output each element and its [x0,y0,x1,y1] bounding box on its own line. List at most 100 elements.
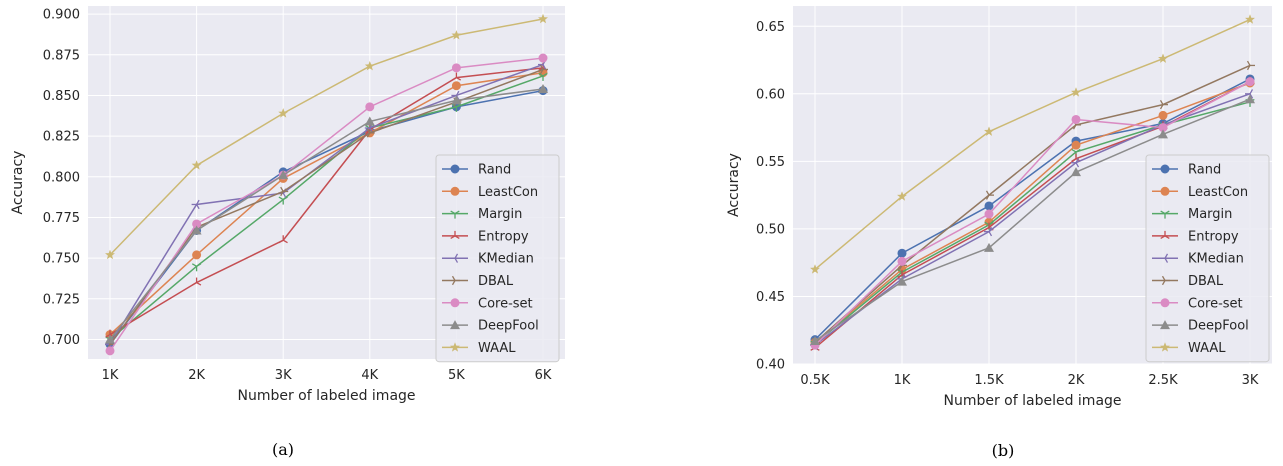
data-point-kmedian [984,226,993,237]
data-point-core-set [365,102,375,112]
legend-marker-arm [1160,210,1166,215]
legend-marker-arm [451,275,456,281]
data-point-entropy-arm [984,226,990,231]
data-point-margin-arm [897,269,903,273]
x-tick-label-6k: 6K [535,368,552,383]
legend-entry-waal: WAAL [1152,341,1226,356]
data-point-margin [278,196,288,205]
legend-label: Core-set [478,296,533,311]
data-point-deepfool-shape [1245,94,1255,104]
data-point-kmedian-arm [542,64,547,70]
data-point-dbal-arm [1159,104,1164,110]
series-line-core-set [814,80,1251,346]
data-point-kmedian-arm [455,90,460,96]
data-point-kmedian [1245,89,1254,99]
legend-label: Core-set [1188,296,1243,311]
data-point-deepfool [191,225,202,235]
legend-marker-shape [450,164,460,174]
series-line-core-set [109,57,544,352]
legend-marker-arm [451,280,456,286]
data-point-margin-arm [278,196,284,201]
y-tick-label: 0.775 [43,211,80,226]
legend-marker-shape [450,186,460,196]
data-point-waal-shape [451,30,462,40]
legend-label: DeepFool [478,319,539,334]
legend-marker-arm [1164,257,1169,263]
data-point-deepfool-shape [451,95,462,105]
data-point-rand [897,248,907,258]
data-point-kmedian-arm [1075,158,1080,164]
x-axis-label: Number of labeled image [237,388,415,404]
legend-label: WAAL [1188,341,1226,356]
data-point-deepfool [1071,167,1081,177]
x-tick-label-1k: 1K [894,373,911,388]
data-point-dbal-arm [985,190,990,196]
legend-marker-arm [450,210,456,215]
legend-marker-arm [454,235,460,239]
data-point-leastcon-shape [451,81,461,91]
y-tick-label: 0.55 [756,155,785,170]
series-deepfool [105,83,548,344]
data-point-kmedian-arm [988,231,993,237]
data-point-rand [984,201,994,211]
data-point-waal [364,60,375,71]
chart-panel-b: 0.5K 1K 1.5K 2K 2.5K 3K 0.40 0.45 0.50 0.55 0.60 0.… [726,6,1272,460]
series-line-rand [814,78,1251,341]
data-point-dbal [985,190,994,200]
data-point-leastcon-shape [1071,140,1081,150]
data-point-core-set-shape [1245,77,1255,87]
legend-label: WAAL [478,341,516,356]
data-point-entropy-arm [278,239,284,244]
data-point-waal [810,264,820,274]
data-point-margin-arm [542,72,548,77]
legend-entry-leastcon: LeastCon [1152,185,1248,200]
data-point-entropy-arm [456,77,462,81]
legend-marker-arm [454,257,459,263]
data-point-kmedian-arm [988,226,993,232]
data-point-core-set [1245,77,1255,87]
series-line-kmedian [109,63,544,345]
legend-label: Entropy [1188,229,1239,244]
data-point-waal [538,13,548,24]
y-tick-label: 0.825 [43,130,80,145]
data-point-margin-arm [988,221,994,226]
legend-box [1145,154,1270,363]
legend-label: KMedian [478,252,534,267]
data-point-core-set-shape [984,209,994,219]
data-point-waal [1071,87,1081,97]
y-tick-label: 0.900 [43,8,80,23]
legend-marker-arm [1164,210,1170,215]
y-tick-label: 0.800 [43,170,80,185]
x-tick-label-5k: 5K [448,368,465,383]
data-point-deepfool-shape [897,276,907,286]
data-point-dbal [280,186,289,197]
legend-marker [1160,320,1170,330]
data-point-deepfool [810,336,820,346]
legend-entry-margin: Margin [1152,207,1232,222]
legend-marker-shape [450,342,460,352]
data-point-waal [984,126,994,136]
data-point-entropy [278,235,288,244]
data-point-kmedian [1071,158,1080,168]
data-point-deepfool [278,170,289,180]
data-point-core-set [897,256,907,266]
chart-panel-a: 1K 2K 3K 4K 5K 6K 0.700 0.725 0.750 0.775 0.800 0.8… [10,6,565,459]
legend-marker-shape [1160,164,1170,174]
series-line-entropy [814,80,1251,349]
data-point-margin-arm [456,103,462,108]
figure-caption: (a) [272,440,294,459]
data-point-margin-arm [538,72,544,77]
data-point-deepfool-shape [191,225,202,235]
data-point-core-set-shape [451,63,461,73]
x-tick-label-3k: 3K [275,368,292,383]
data-point-kmedian-arm [196,204,200,210]
series-line-leastcon [814,82,1251,343]
legend-marker [1161,275,1170,286]
x-tick-label-1-5k: 1.5K [974,373,1004,388]
series-core-set [105,53,548,356]
data-point-deepfool-shape [1158,129,1168,139]
data-point-entropy-arm [196,281,202,286]
data-point-entropy-arm [282,239,288,244]
data-point-deepfool [451,95,462,105]
data-point-kmedian-arm [1075,162,1080,168]
